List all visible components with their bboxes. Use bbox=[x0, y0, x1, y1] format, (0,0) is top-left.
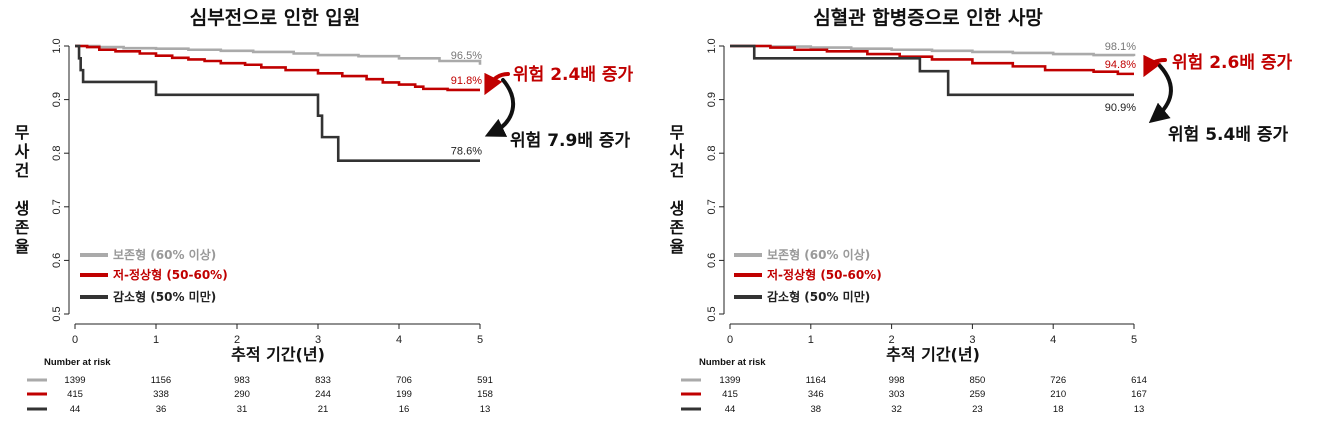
end-value-label: 96.5% bbox=[451, 50, 482, 62]
x-tick-label: 1 bbox=[808, 334, 814, 346]
risk-count: 850 bbox=[969, 375, 985, 386]
y-tick-label: 1.0 bbox=[51, 38, 63, 53]
end-value-label: 94.8% bbox=[1105, 59, 1136, 71]
legend-entry: 보존형 (60% 이상) bbox=[113, 247, 216, 262]
risk-count: 36 bbox=[156, 404, 167, 415]
km-panel-2: 심혈관 합병증으로 인한 사망0.50.60.70.80.91.00 1 2 3 4 5무… bbox=[670, 6, 1293, 415]
end-value-label: 98.1% bbox=[1105, 41, 1136, 53]
y-tick-label: 0.9 bbox=[51, 92, 63, 107]
legend-entry: 감소형 (50% 미만) bbox=[767, 289, 870, 304]
risk-count: 32 bbox=[891, 404, 902, 415]
risk-annotation: 위험 5.4배 증가 bbox=[1168, 124, 1289, 145]
y-tick-label: 0.8 bbox=[51, 146, 63, 161]
x-tick-label: 3 bbox=[315, 334, 321, 346]
x-tick-label: 2 bbox=[889, 334, 895, 346]
curved-arrow-icon bbox=[1143, 54, 1167, 78]
y-tick-label: 0.8 bbox=[706, 146, 718, 161]
x-tick-label: 0 bbox=[727, 334, 733, 346]
series-line-2 bbox=[730, 44, 1134, 76]
y-tick-label: 0.6 bbox=[51, 253, 63, 268]
risk-count: 199 bbox=[396, 389, 412, 400]
risk-count: 706 bbox=[396, 375, 412, 386]
risk-count: 13 bbox=[480, 404, 491, 415]
series-line-2 bbox=[75, 44, 480, 92]
risk-table-header: Number at risk bbox=[699, 357, 766, 368]
curved-arrow-icon bbox=[484, 72, 510, 96]
risk-count: 998 bbox=[889, 375, 905, 386]
x-tick-label: 4 bbox=[396, 334, 402, 346]
risk-count: 44 bbox=[70, 404, 81, 415]
series-line-3 bbox=[75, 44, 480, 163]
risk-count: 23 bbox=[972, 404, 983, 415]
risk-count: 13 bbox=[1134, 404, 1145, 415]
end-value-label: 78.6% bbox=[451, 146, 482, 158]
x-tick-label: 5 bbox=[1131, 334, 1137, 346]
legend-entry: 저-정상형 (50-60%) bbox=[113, 267, 228, 282]
x-tick-label: 5 bbox=[477, 334, 483, 346]
chart-title: 심혈관 합병증으로 인한 사망 bbox=[813, 6, 1043, 29]
risk-count: 614 bbox=[1131, 375, 1147, 386]
risk-count: 346 bbox=[808, 389, 824, 400]
risk-count: 983 bbox=[234, 375, 250, 386]
x-tick-label: 1 bbox=[153, 334, 159, 346]
risk-count: 415 bbox=[67, 389, 83, 400]
y-tick-label: 0.5 bbox=[706, 306, 718, 321]
legend-entry: 감소형 (50% 미만) bbox=[113, 289, 216, 304]
risk-count: 1399 bbox=[64, 375, 85, 386]
risk-count: 167 bbox=[1131, 389, 1147, 400]
series-line-1 bbox=[75, 44, 482, 65]
risk-annotation: 위험 2.6배 증가 bbox=[1172, 52, 1293, 73]
risk-annotation: 위험 2.4배 증가 bbox=[513, 64, 634, 85]
x-tick-label: 0 bbox=[72, 334, 78, 346]
series-line-3 bbox=[730, 44, 1134, 97]
risk-count: 21 bbox=[318, 404, 329, 415]
risk-count: 290 bbox=[234, 389, 250, 400]
y-tick-label: 0.7 bbox=[51, 199, 63, 214]
risk-count: 1164 bbox=[806, 375, 826, 386]
risk-table-header: Number at risk bbox=[44, 357, 111, 368]
risk-count: 1399 bbox=[719, 375, 740, 386]
risk-count: 833 bbox=[315, 375, 331, 386]
risk-count: 158 bbox=[477, 389, 493, 400]
risk-count: 210 bbox=[1050, 389, 1066, 400]
risk-count: 244 bbox=[315, 389, 331, 400]
y-tick-label: 1.0 bbox=[706, 38, 718, 53]
y-tick-label: 0.5 bbox=[51, 306, 63, 321]
curved-arrow-icon bbox=[484, 78, 515, 137]
risk-count: 259 bbox=[969, 389, 985, 400]
y-tick-label: 0.6 bbox=[706, 253, 718, 268]
risk-count: 303 bbox=[889, 389, 905, 400]
risk-count: 1156 bbox=[151, 375, 171, 386]
y-tick-label: 0.9 bbox=[706, 92, 718, 107]
risk-count: 16 bbox=[399, 404, 410, 415]
x-tick-label: 3 bbox=[969, 334, 975, 346]
risk-count: 38 bbox=[811, 404, 822, 415]
end-value-label: 90.9% bbox=[1105, 102, 1136, 114]
end-value-label: 91.8% bbox=[451, 75, 482, 87]
risk-count: 44 bbox=[725, 404, 736, 415]
risk-annotation: 위험 7.9배 증가 bbox=[510, 130, 631, 151]
km-panel-1: 심부전으로 인한 입원 0.5 0.6 0.7 0.8 0.9 1.0 0 1 2 3 4 5 무 사 건 생… bbox=[15, 7, 634, 415]
y-tick-label: 0.7 bbox=[706, 199, 718, 214]
x-tick-label: 4 bbox=[1050, 334, 1056, 346]
chart-title: 심부전으로 인한 입원 bbox=[190, 7, 361, 29]
legend-entry: 보존형 (60% 이상) bbox=[767, 247, 870, 262]
risk-count: 415 bbox=[722, 389, 738, 400]
risk-count: 31 bbox=[237, 404, 248, 415]
risk-count: 591 bbox=[477, 375, 493, 386]
x-axis-label: 추적 기간(년) bbox=[886, 345, 980, 364]
x-tick-label: 2 bbox=[234, 334, 240, 346]
legend-entry: 저-정상형 (50-60%) bbox=[767, 267, 882, 282]
series-line-1 bbox=[730, 44, 1136, 57]
risk-count: 726 bbox=[1050, 375, 1066, 386]
risk-count: 338 bbox=[153, 389, 169, 400]
x-axis-label: 추적 기간(년) bbox=[231, 345, 325, 364]
risk-count: 18 bbox=[1053, 404, 1064, 415]
curved-arrow-icon bbox=[1148, 64, 1173, 124]
